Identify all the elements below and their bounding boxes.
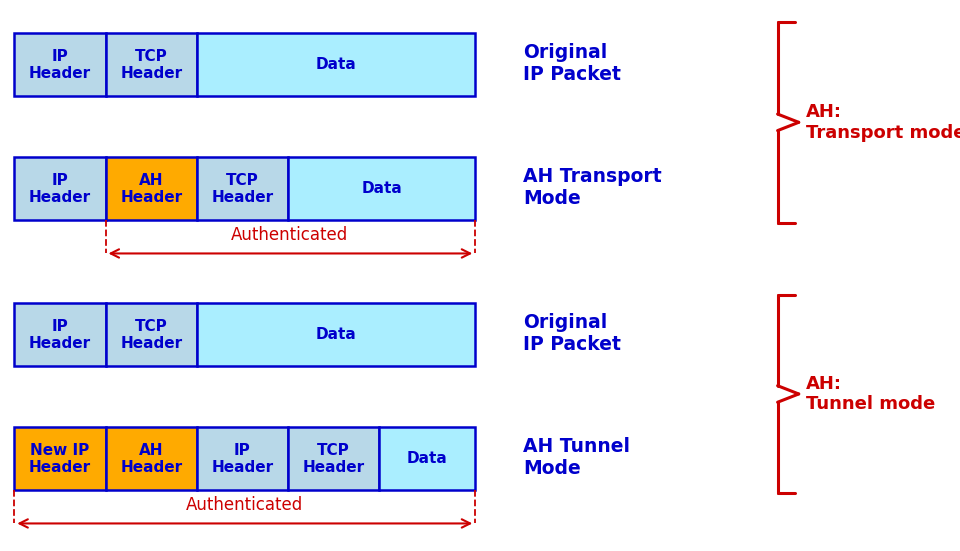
Text: Data: Data xyxy=(316,57,356,72)
Bar xyxy=(106,33,197,96)
Text: Original
IP Packet: Original IP Packet xyxy=(523,313,621,354)
Text: Authenticated: Authenticated xyxy=(186,495,303,514)
Text: TCP
Header: TCP Header xyxy=(120,318,182,351)
Text: AH Transport
Mode: AH Transport Mode xyxy=(523,167,661,208)
Text: AH:
Transport mode: AH: Transport mode xyxy=(806,103,960,142)
Bar xyxy=(197,157,288,220)
Text: TCP
Header: TCP Header xyxy=(302,442,365,475)
Bar xyxy=(197,303,475,366)
Bar xyxy=(14,33,106,96)
Text: New IP
Header: New IP Header xyxy=(29,442,91,475)
Text: Authenticated: Authenticated xyxy=(231,225,348,244)
Text: IP
Header: IP Header xyxy=(29,318,91,351)
Bar xyxy=(379,427,475,490)
Text: AH
Header: AH Header xyxy=(120,442,182,475)
Bar xyxy=(14,427,106,490)
Bar xyxy=(197,427,288,490)
Bar xyxy=(288,157,475,220)
Bar xyxy=(106,427,197,490)
Text: Data: Data xyxy=(407,451,447,466)
Text: TCP
Header: TCP Header xyxy=(120,48,182,81)
Bar xyxy=(197,33,475,96)
Text: TCP
Header: TCP Header xyxy=(211,172,274,205)
Bar xyxy=(106,303,197,366)
Bar xyxy=(14,303,106,366)
Text: AH:
Tunnel mode: AH: Tunnel mode xyxy=(806,375,936,413)
Text: AH Tunnel
Mode: AH Tunnel Mode xyxy=(523,437,630,478)
Text: IP
Header: IP Header xyxy=(29,48,91,81)
Text: Data: Data xyxy=(361,181,402,196)
Text: Original
IP Packet: Original IP Packet xyxy=(523,43,621,84)
Text: IP
Header: IP Header xyxy=(29,172,91,205)
Bar xyxy=(288,427,379,490)
Text: AH
Header: AH Header xyxy=(120,172,182,205)
Text: Data: Data xyxy=(316,327,356,342)
Bar xyxy=(14,157,106,220)
Bar xyxy=(106,157,197,220)
Text: IP
Header: IP Header xyxy=(211,442,274,475)
